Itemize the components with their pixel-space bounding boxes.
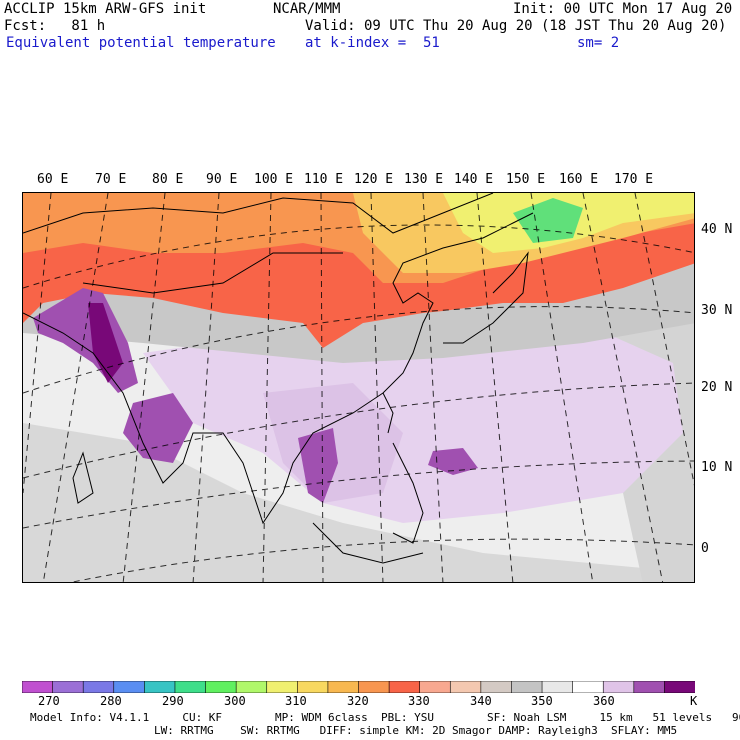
colorbar-label: 310 <box>285 694 307 708</box>
orange-region <box>23 193 143 238</box>
lat-label: 40 N <box>701 222 733 237</box>
lon-label: 150 E <box>506 172 546 187</box>
colorbar-swatch <box>602 681 635 693</box>
lat-label: 0 <box>701 541 709 556</box>
run-title: ACCLIP 15km ARW-GFS init <box>4 1 207 17</box>
coastlines <box>23 193 534 564</box>
colorbar-label: 360 <box>593 694 615 708</box>
smoothing-label: sm= 2 <box>577 35 620 51</box>
dark-purple-region <box>88 303 123 383</box>
institution-label: NCAR/MMM <box>273 1 341 17</box>
colorbar-label: 350 <box>531 694 553 708</box>
colorbar-swatch <box>511 681 543 693</box>
valid-time: Valid: 09 UTC Thu 20 Aug 20 (18 JST Thu … <box>305 18 727 34</box>
forecast-hour: Fcst: 81 h <box>4 18 106 34</box>
field-name: Equivalent potential temperature <box>6 35 276 51</box>
colorbar-swatch <box>297 681 329 693</box>
lon-label: 90 E <box>206 172 238 187</box>
lat-label: 20 N <box>701 380 733 395</box>
lon-label: 60 E <box>37 172 69 187</box>
map-canvas <box>23 193 694 582</box>
map-panel <box>22 192 695 583</box>
colorbar-swatch <box>449 681 482 693</box>
colorbar-swatch <box>113 681 146 693</box>
lat-label: 10 N <box>701 460 733 475</box>
colorbar-swatch <box>572 681 605 693</box>
colorbar-unit: K <box>690 694 698 708</box>
colorbar-swatch <box>664 681 695 693</box>
colorbar-label: 280 <box>100 694 122 708</box>
colorbar-swatch <box>205 681 237 693</box>
lon-label: 120 E <box>354 172 394 187</box>
lon-label: 110 E <box>304 172 344 187</box>
colorbar-swatch <box>541 681 574 693</box>
purple-region <box>428 448 478 475</box>
lon-label: 80 E <box>152 172 184 187</box>
colorbar-swatch <box>480 681 513 693</box>
colorbar-label: 320 <box>347 694 369 708</box>
grey-region <box>23 423 694 582</box>
colorbar-swatch <box>358 681 390 693</box>
model-info-line2: LW: RRTMG SW: RRTMG DIFF: simple KM: 2D … <box>154 724 678 737</box>
colorbar-label: 300 <box>224 694 246 708</box>
lon-label: 130 E <box>404 172 444 187</box>
colorbar-label: 340 <box>470 694 492 708</box>
lon-label: 170 E <box>614 172 654 187</box>
colorbar-swatch <box>82 681 115 693</box>
colorbar-swatch <box>52 681 84 693</box>
purple-region <box>123 393 193 463</box>
colorbar-label: 330 <box>408 694 430 708</box>
graticule <box>23 193 694 582</box>
colorbar-swatch <box>419 681 452 693</box>
colorbar-swatch <box>235 681 268 693</box>
lon-label: 140 E <box>454 172 494 187</box>
lavender-region <box>143 323 683 523</box>
lon-label: 100 E <box>254 172 294 187</box>
colorbar-swatch <box>327 681 360 693</box>
colorbar-swatch <box>266 681 299 693</box>
colorbar <box>22 681 695 693</box>
level-label: at k-index = 51 <box>305 35 440 51</box>
green-region <box>513 198 583 243</box>
grey-region <box>23 453 143 582</box>
init-time: Init: 00 UTC Mon 17 Aug 20 <box>513 1 733 17</box>
colorbar-label: 290 <box>162 694 184 708</box>
colorbar-swatch <box>174 681 207 693</box>
lon-label: 70 E <box>95 172 127 187</box>
lat-label: 30 N <box>701 303 733 318</box>
colorbar-swatch <box>388 681 421 693</box>
colorbar-swatch <box>633 681 666 693</box>
colorbar-swatch <box>22 681 54 693</box>
colorbar-swatch <box>144 681 176 693</box>
model-info-line1: Model Info: V4.1.1 CU: KF MP: WDM 6class… <box>30 711 740 724</box>
lon-label: 160 E <box>559 172 599 187</box>
colorbar-label: 270 <box>38 694 60 708</box>
